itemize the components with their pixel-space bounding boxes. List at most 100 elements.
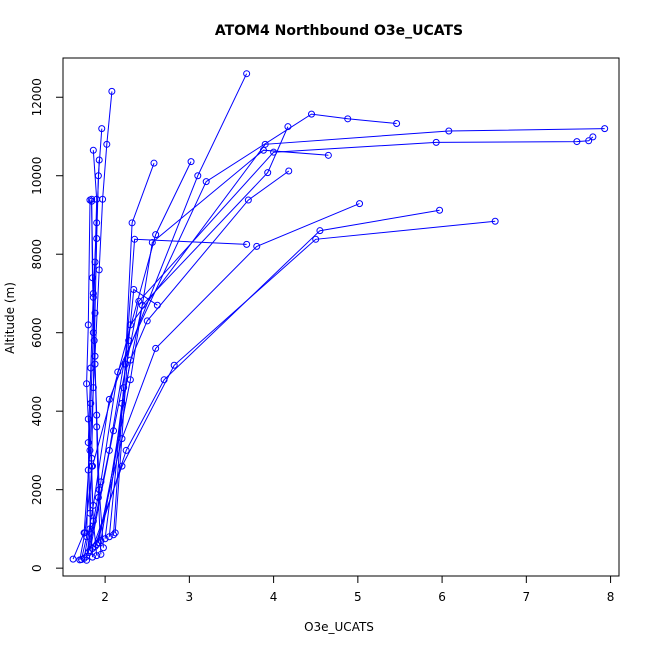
data-point	[84, 321, 92, 329]
data-point	[148, 238, 156, 246]
series-line	[114, 288, 158, 533]
data-point	[601, 125, 609, 133]
series-18	[101, 123, 292, 543]
data-point	[93, 235, 101, 243]
data-point	[573, 138, 581, 146]
data-point	[244, 196, 252, 204]
series-line	[94, 209, 440, 547]
data-point	[202, 178, 210, 186]
data-point	[84, 439, 92, 447]
data-point	[259, 146, 267, 154]
data-point	[344, 115, 352, 123]
data-point	[93, 411, 101, 419]
data-point	[121, 360, 129, 368]
y-tick-label: 8000	[30, 239, 44, 270]
data-point	[243, 70, 251, 78]
data-point	[108, 87, 116, 95]
data-point	[393, 120, 401, 128]
series-line	[87, 128, 605, 553]
data-point	[284, 123, 292, 131]
data-point	[93, 541, 101, 549]
x-tick-label: 8	[607, 590, 615, 604]
data-point	[90, 337, 98, 345]
series-8	[76, 158, 195, 564]
chart-title: ATOM4 Northbound O3e_UCATS	[215, 23, 463, 39]
y-tick-label: 6000	[30, 317, 44, 348]
data-point	[88, 195, 96, 203]
data-point	[285, 167, 293, 175]
data-point	[187, 158, 195, 166]
data-point	[84, 415, 92, 423]
y-tick-label: 10000	[30, 157, 44, 195]
data-point	[312, 235, 320, 243]
data-point	[105, 533, 113, 541]
data-point	[324, 151, 332, 159]
data-point	[491, 217, 499, 225]
data-point	[83, 380, 91, 388]
data-point	[95, 156, 103, 164]
x-tick-label: 2	[101, 590, 109, 604]
series-12	[86, 133, 597, 554]
y-tick-label: 12000	[30, 78, 44, 116]
data-point	[150, 159, 158, 167]
data-point	[308, 110, 316, 118]
series-14	[91, 206, 444, 551]
data-point	[125, 337, 133, 345]
series-line	[79, 161, 192, 560]
y-axis: 0 2000 4000 6000 8000 10000 12000	[30, 78, 64, 572]
data-point	[128, 219, 136, 227]
data-point	[76, 556, 84, 564]
data-point	[589, 133, 597, 141]
data-point	[87, 364, 95, 372]
data-point	[152, 231, 160, 239]
series-20	[110, 159, 158, 539]
data-point	[99, 544, 107, 552]
data-point	[111, 529, 119, 537]
series-21	[111, 286, 161, 537]
data-point	[83, 552, 91, 560]
series-line	[89, 136, 594, 551]
x-tick-label: 4	[270, 590, 278, 604]
y-tick-label: 0	[30, 564, 44, 572]
data-point	[110, 427, 118, 435]
data-point	[445, 127, 453, 135]
data-point	[97, 550, 105, 558]
data-point	[153, 301, 161, 309]
series-line	[97, 149, 329, 543]
data-point	[69, 555, 77, 563]
data-point	[436, 206, 444, 214]
y-axis-label: Altitude (m)	[3, 282, 17, 354]
data-point	[103, 140, 111, 148]
data-point	[88, 274, 96, 282]
series-line	[83, 73, 248, 559]
data-point	[170, 361, 178, 369]
data-point	[138, 301, 146, 309]
series-line	[113, 163, 155, 535]
x-axis-label: O3e_UCATS	[304, 620, 374, 634]
data-point	[93, 552, 101, 560]
y-tick-label: 4000	[30, 396, 44, 427]
data-point	[89, 146, 97, 154]
data-point	[81, 529, 89, 537]
data-point	[88, 462, 96, 470]
series-line	[87, 159, 100, 558]
x-axis: 2 3 4 5 6 7 8	[101, 575, 615, 604]
data-point	[110, 531, 118, 539]
y-tick-label: 2000	[30, 474, 44, 505]
data-point	[89, 329, 97, 337]
series-line	[72, 91, 113, 560]
series-layer	[69, 70, 609, 564]
data-point	[432, 138, 440, 146]
data-point	[93, 219, 101, 227]
data-point	[316, 227, 324, 235]
x-tick-label: 3	[186, 590, 194, 604]
data-point	[130, 286, 138, 294]
data-point	[91, 309, 99, 317]
data-point	[143, 317, 151, 325]
data-point	[194, 172, 202, 180]
data-point	[160, 376, 168, 384]
data-point	[356, 200, 364, 208]
